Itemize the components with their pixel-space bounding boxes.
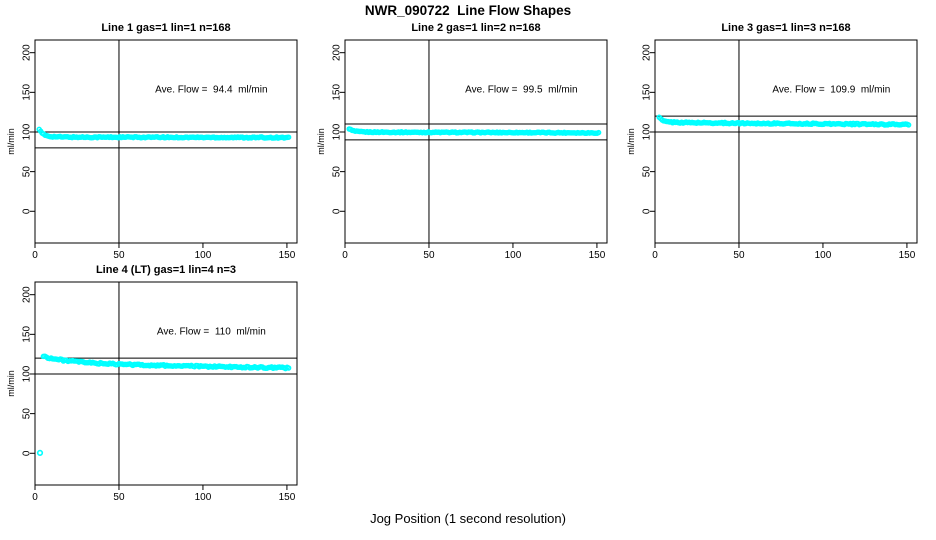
y-axis-label: ml/min	[6, 370, 16, 397]
x-tick-label: 100	[505, 250, 522, 261]
main-title: NWR_090722 Line Flow Shapes	[364, 3, 572, 18]
ave-flow-annotation: Ave. Flow = 99.5 ml/min	[465, 84, 577, 95]
x-tick-label: 150	[899, 250, 916, 261]
data-points	[346, 126, 602, 137]
x-tick-label: 50	[113, 250, 125, 261]
y-tick-label: 200	[22, 44, 33, 61]
subplot-title-line-4: Line 4 (LT) gas=1 lin=4 n=3	[95, 264, 237, 276]
x-tick-label: 0	[32, 250, 38, 261]
x-tick-label: 100	[195, 250, 212, 261]
x-tick-label: 100	[815, 250, 832, 261]
x-tick-label: 50	[423, 250, 435, 261]
y-tick-label: 50	[332, 166, 343, 178]
y-tick-label: 150	[22, 84, 33, 101]
plot-box	[34, 39, 298, 244]
y-tick-label: 50	[22, 166, 33, 178]
plot-canvas-line-3: 0 50 100 150 0 50 100 150 200 ml/min Ave. Flow = 1…	[626, 39, 918, 261]
plot-canvas-line-4: 0 50 100 150 0 50 100 150 200 ml/min Ave. Flow = 1…	[6, 281, 298, 503]
x-axis-label: Jog Position (1 second resolution)	[370, 511, 566, 526]
x-tick-label: 50	[113, 492, 125, 503]
plot-canvas-line-2: 0 50 100 150 0 50 100 150 200 ml/min Ave. Flow = 9…	[316, 39, 608, 261]
y-tick-label: 150	[332, 84, 343, 101]
plot-box	[34, 281, 298, 486]
y-tick-label: 100	[22, 365, 33, 382]
y-tick-label: 100	[22, 123, 33, 140]
y-tick-label: 100	[642, 123, 653, 140]
data-points	[36, 353, 292, 456]
y-tick-label: 0	[332, 208, 343, 214]
ave-flow-annotation: Ave. Flow = 94.4 ml/min	[155, 84, 267, 95]
subplot-line-3: Line 3 gas=1 lin=3 n=168 0 50 100 150 0 50 100…	[620, 20, 936, 262]
y-tick-label: 0	[22, 208, 33, 214]
y-tick-label: 200	[22, 286, 33, 303]
data-point	[285, 134, 292, 140]
y-tick-label: 50	[642, 166, 653, 178]
x-tick-label: 150	[279, 250, 296, 261]
x-tick-label: 150	[279, 492, 296, 503]
y-axis-label: ml/min	[626, 128, 636, 155]
y-tick-label: 200	[332, 44, 343, 61]
y-tick-label: 150	[642, 84, 653, 101]
x-tick-label: 0	[32, 492, 38, 503]
data-point	[595, 129, 602, 136]
subplot-line-2: Line 2 gas=1 lin=2 n=168 0 50 100 150 0 50 100…	[310, 20, 626, 262]
x-tick-label: 100	[195, 492, 212, 503]
data-points	[656, 114, 912, 128]
y-tick-label: 200	[642, 44, 653, 61]
subplot-line-4: Line 4 (LT) gas=1 lin=4 n=3 0 50 100 150 0 50…	[0, 262, 316, 504]
ave-flow-annotation: Ave. Flow = 109.9 ml/min	[772, 84, 890, 95]
x-tick-label: 0	[342, 250, 348, 261]
data-point	[285, 365, 292, 371]
y-tick-label: 50	[22, 408, 33, 420]
ave-flow-annotation: Ave. Flow = 110 ml/min	[157, 326, 266, 337]
data-points	[36, 126, 292, 141]
x-tick-label: 50	[733, 250, 745, 261]
y-tick-label: 0	[22, 450, 33, 456]
plot-box	[654, 39, 918, 244]
subplot-title-line-1: Line 1 gas=1 lin=1 n=168	[101, 22, 231, 34]
y-tick-label: 100	[332, 123, 343, 140]
y-tick-label: 150	[22, 326, 33, 343]
x-tick-label: 0	[652, 250, 658, 261]
plot-canvas-line-1: 0 50 100 150 0 50 100 150 200 ml/min Ave. Flow = 9…	[6, 39, 298, 261]
y-tick-label: 0	[642, 208, 653, 214]
data-point	[905, 122, 912, 128]
outlier-point	[36, 449, 44, 456]
subplot-title-line-2: Line 2 gas=1 lin=2 n=168	[411, 22, 541, 34]
subplot-title-line-3: Line 3 gas=1 lin=3 n=168	[721, 22, 851, 34]
y-axis-label: ml/min	[316, 128, 326, 155]
x-tick-label: 150	[589, 250, 606, 261]
plot-box	[344, 39, 608, 244]
y-axis-label: ml/min	[6, 128, 16, 155]
subplot-line-1: Line 1 gas=1 lin=1 n=168 0 50 100 150 0 50 100…	[0, 20, 316, 262]
